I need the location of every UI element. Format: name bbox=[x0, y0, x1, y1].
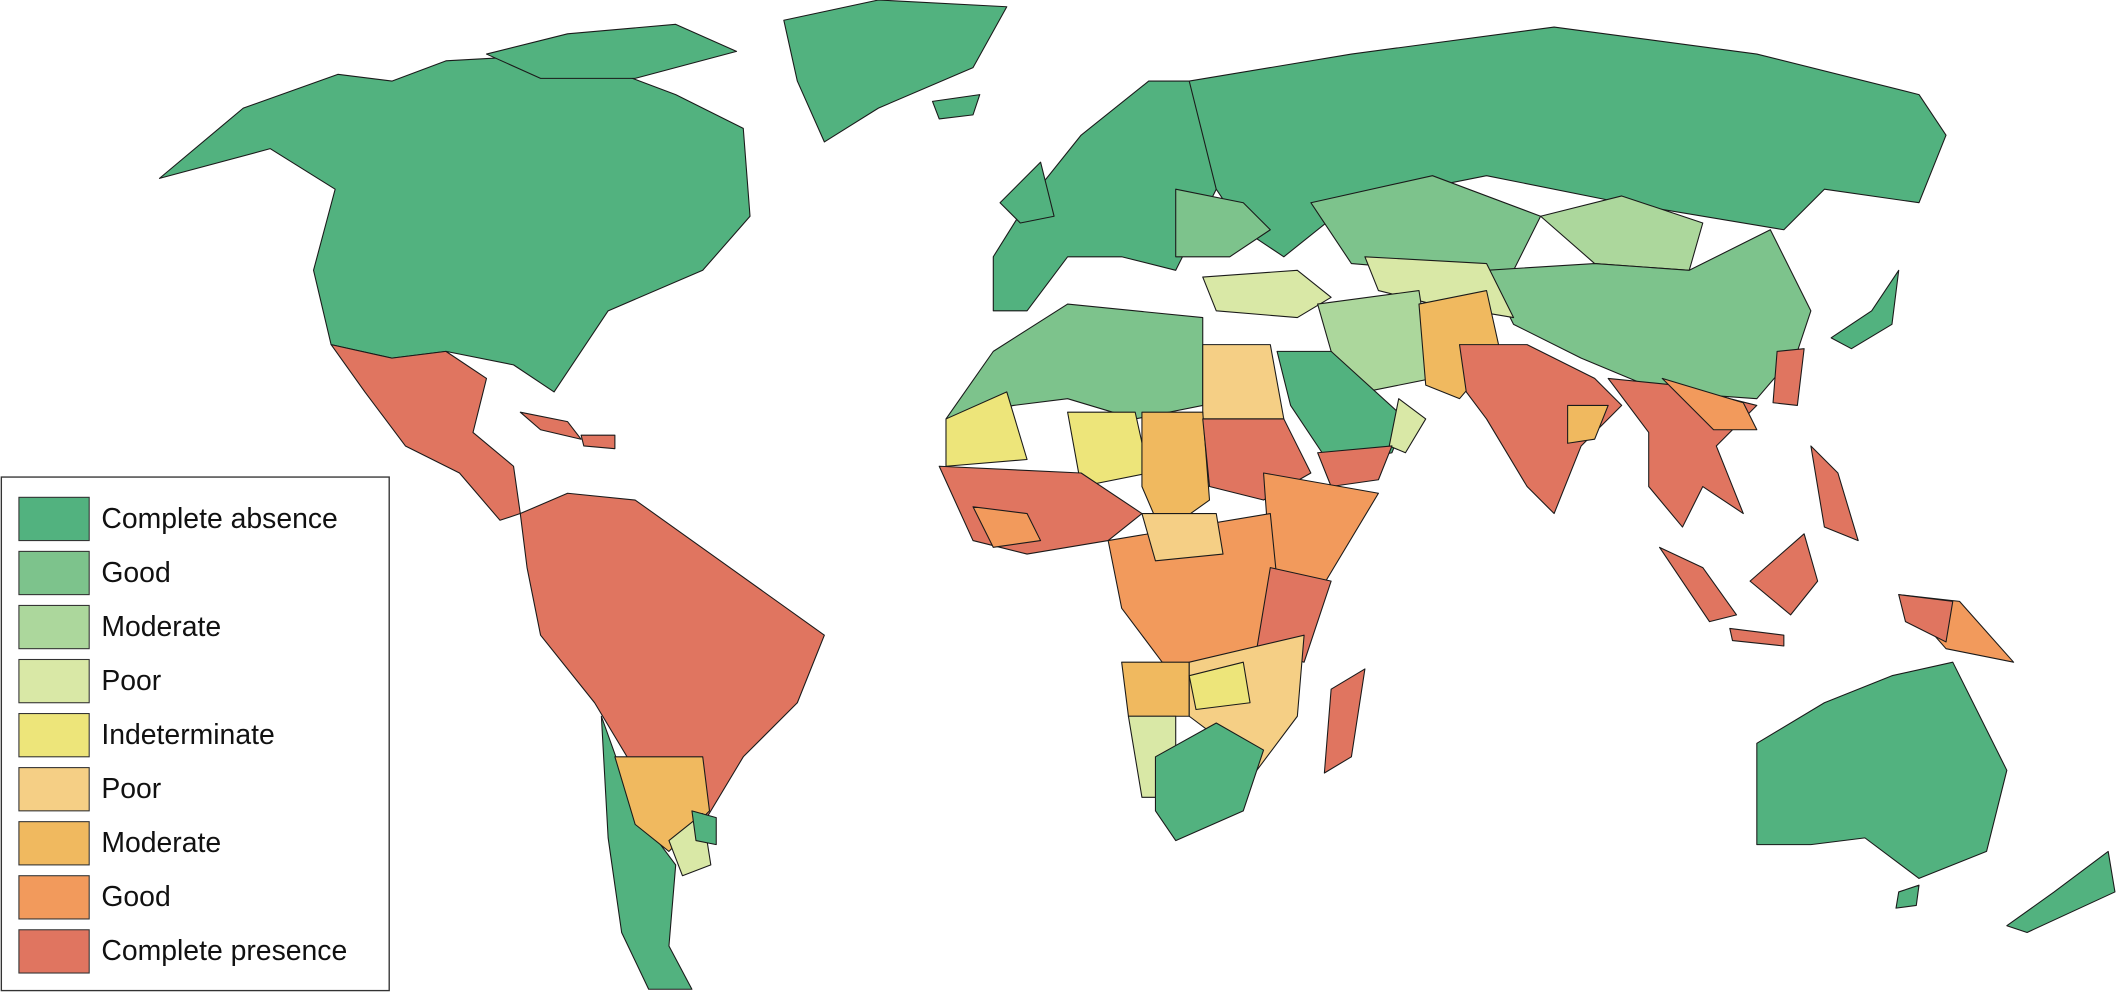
region bbox=[1661, 377, 1758, 431]
legend-label: Indeterminate bbox=[101, 719, 274, 751]
region bbox=[1388, 398, 1427, 454]
region bbox=[1756, 661, 2008, 879]
region bbox=[580, 434, 616, 450]
region bbox=[1540, 195, 1704, 271]
region bbox=[1658, 546, 1738, 623]
legend-label: Moderate bbox=[101, 827, 221, 859]
region bbox=[1458, 344, 1623, 515]
legend-swatch bbox=[18, 767, 90, 812]
region bbox=[1276, 350, 1406, 467]
region bbox=[1188, 26, 1947, 258]
legend-label: Good bbox=[101, 881, 170, 913]
legend-label: Moderate bbox=[101, 611, 221, 643]
region bbox=[1323, 668, 1366, 774]
region bbox=[1772, 348, 1805, 406]
legend-swatch bbox=[18, 496, 90, 542]
region bbox=[1749, 533, 1819, 616]
legend-label: Good bbox=[101, 557, 170, 589]
region bbox=[1729, 627, 1785, 647]
region bbox=[783, 0, 1008, 143]
region bbox=[1895, 884, 1920, 909]
region bbox=[1317, 445, 1393, 488]
legend-label: Complete absence bbox=[101, 503, 337, 535]
region bbox=[1188, 661, 1251, 711]
region bbox=[1141, 513, 1224, 562]
region bbox=[158, 53, 751, 393]
region bbox=[1154, 722, 1265, 842]
legend-swatch bbox=[18, 713, 90, 758]
countries bbox=[158, 0, 2116, 990]
region bbox=[1567, 404, 1609, 444]
legend-label: Poor bbox=[101, 665, 161, 697]
region bbox=[691, 810, 717, 846]
region bbox=[1810, 445, 1859, 542]
region bbox=[945, 391, 1028, 467]
legend: Complete absence Good Moderate Poor Indeterm… bbox=[18, 496, 347, 974]
region bbox=[1256, 567, 1332, 663]
region bbox=[1202, 269, 1332, 319]
region bbox=[1121, 661, 1190, 717]
legend-swatch bbox=[18, 550, 90, 596]
legend-swatch bbox=[18, 875, 90, 920]
legend-label: Complete presence bbox=[101, 935, 347, 967]
legend-swatch bbox=[18, 658, 90, 704]
region bbox=[330, 344, 521, 521]
region bbox=[1830, 269, 1900, 350]
region bbox=[1202, 344, 1285, 420]
legend-swatch bbox=[18, 929, 90, 974]
region bbox=[1175, 188, 1271, 258]
region bbox=[519, 411, 582, 440]
region bbox=[485, 23, 738, 79]
region bbox=[999, 161, 1055, 224]
region bbox=[1898, 594, 1954, 643]
region bbox=[972, 506, 1042, 548]
region bbox=[931, 94, 981, 120]
legend-swatch bbox=[18, 604, 90, 650]
region bbox=[2006, 850, 2116, 934]
legend-label: Poor bbox=[101, 773, 161, 805]
legend-swatch bbox=[18, 821, 90, 866]
region bbox=[519, 492, 825, 839]
